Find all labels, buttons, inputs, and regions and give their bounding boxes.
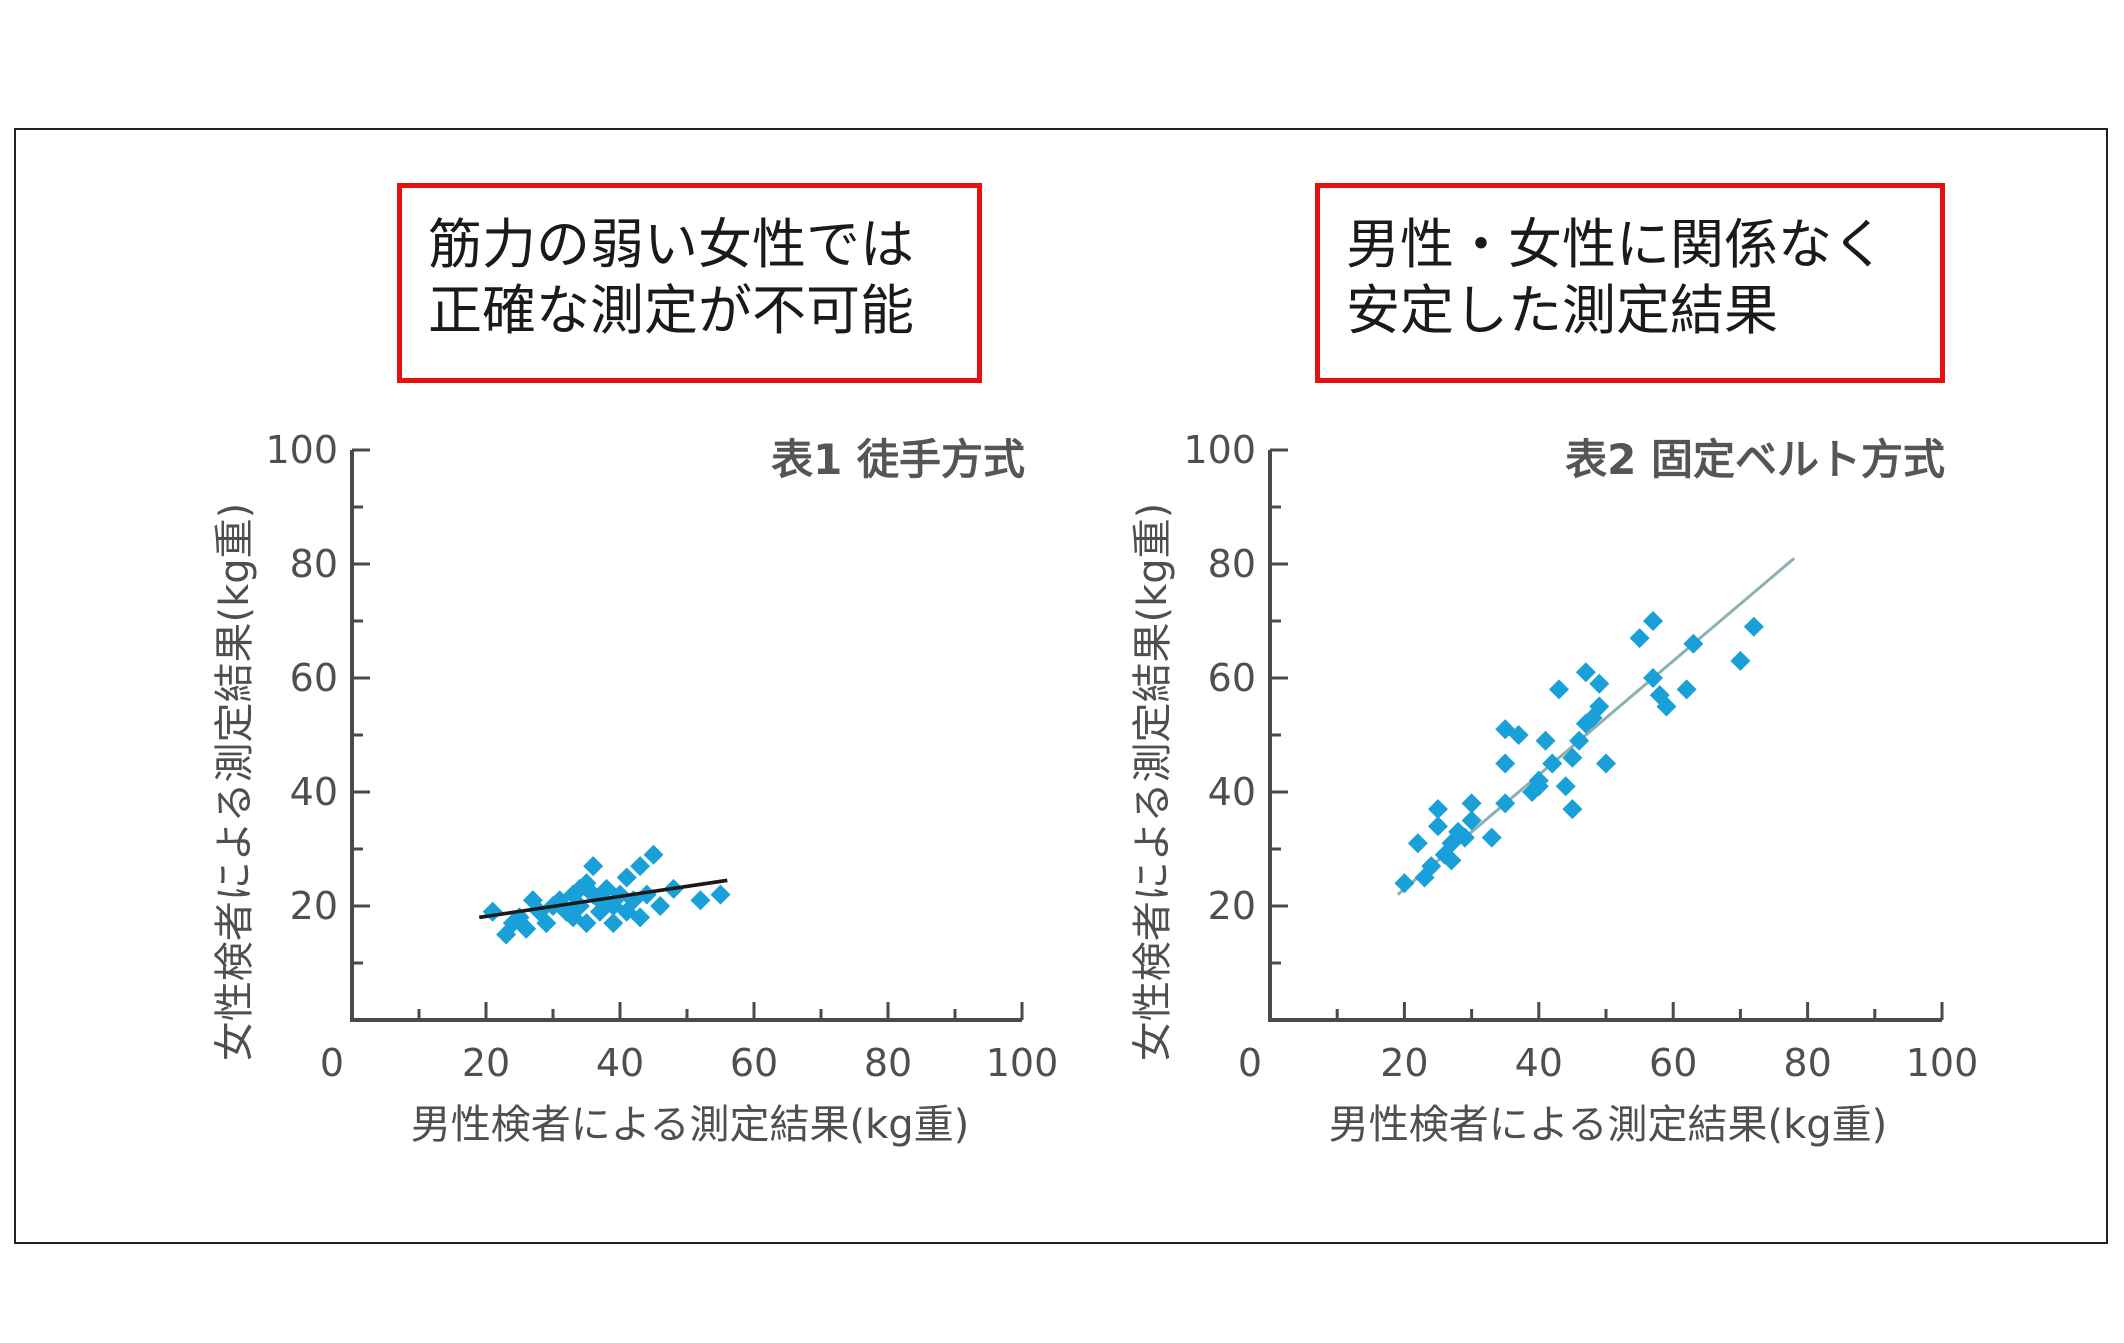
data-point <box>1589 696 1610 717</box>
data-point <box>1508 725 1529 745</box>
data-point <box>1441 850 1462 871</box>
data-point <box>1495 753 1516 774</box>
data-point <box>1596 753 1616 774</box>
data-point <box>643 844 664 865</box>
y-tick-label: 20 <box>1208 884 1256 928</box>
trend-line-overlay <box>479 878 728 920</box>
data-point <box>1569 730 1590 751</box>
data-point <box>1743 616 1764 637</box>
y-tick-label: 60 <box>1208 656 1256 700</box>
data-point <box>1461 793 1482 814</box>
x-axis-label: 男性検者による測定結果(kg重) <box>1329 1102 1888 1148</box>
x-tick-label: 40 <box>596 1041 644 1085</box>
y-tick-label: 20 <box>290 884 338 928</box>
y-tick-label: 60 <box>290 656 338 700</box>
data-point <box>1394 873 1415 894</box>
data-point <box>1656 696 1677 717</box>
x-axis-label: 男性検者による測定結果(kg重) <box>411 1102 970 1148</box>
x-tick-label: 100 <box>1906 1041 1979 1085</box>
data-point <box>1548 679 1569 700</box>
note-box-left: 筋力の弱い女性では 正確な測定が不可能 <box>397 183 982 383</box>
x-tick-label: 0 <box>1238 1041 1262 1085</box>
data-point <box>583 856 604 877</box>
note-left-line-1: 筋力の弱い女性では <box>428 213 914 276</box>
data-point <box>536 913 557 934</box>
y-tick-label: 80 <box>1208 542 1256 586</box>
note-right-line-2: 安定した測定結果 <box>1346 279 1778 342</box>
data-point <box>516 918 537 939</box>
y-tick-label: 80 <box>290 542 338 586</box>
note-right-line-1: 男性・女性に関係なく <box>1346 213 1886 276</box>
data-point <box>482 901 503 922</box>
data-point <box>1454 827 1475 848</box>
data-point <box>1535 730 1556 751</box>
data-point <box>1428 799 1448 820</box>
data-point <box>710 884 731 905</box>
data-point <box>1589 673 1610 694</box>
data-point <box>1676 679 1697 700</box>
note-left-line-2: 正確な測定が不可能 <box>428 279 914 342</box>
y-tick-label: 40 <box>1208 770 1256 814</box>
data-point <box>650 896 671 916</box>
x-tick-label: 20 <box>1380 1041 1428 1085</box>
data-point <box>1461 810 1482 831</box>
x-tick-label: 40 <box>1515 1041 1563 1085</box>
y-axis-label: 女性検者による測定結果(kg重) <box>212 503 258 1062</box>
x-tick-label: 0 <box>320 1041 344 1085</box>
data-point <box>1407 833 1428 854</box>
data-point <box>630 856 651 877</box>
data-point <box>1421 856 1442 877</box>
data-point <box>1730 650 1751 671</box>
data-point <box>636 884 657 905</box>
data-point <box>576 913 597 934</box>
chart-2: 0 20 40 60 80 100 20 40 60 80 100 表2 固定ベルト方式男性検者による… <box>1130 428 1978 1148</box>
data-point <box>1643 611 1664 631</box>
data-point <box>690 890 711 911</box>
data-point <box>1528 776 1549 797</box>
data-point <box>1629 628 1650 649</box>
x-tick-label: 20 <box>462 1041 510 1085</box>
y-tick-label: 100 <box>265 428 338 472</box>
x-tick-label: 100 <box>986 1041 1059 1085</box>
x-tick-label: 60 <box>1649 1041 1697 1085</box>
chart-1: 0 20 40 60 80 100 20 40 60 80 100 表1 徒手方式男性検者による測定結… <box>212 428 1058 1148</box>
data-point <box>1542 753 1563 774</box>
data-point <box>1555 776 1576 797</box>
data-point <box>1428 816 1448 837</box>
x-tick-label: 80 <box>864 1041 912 1085</box>
x-tick-label: 60 <box>730 1041 778 1085</box>
y-axis-label: 女性検者による測定結果(kg重) <box>1130 503 1176 1062</box>
data-point <box>1562 747 1583 768</box>
note-box-right: 男性・女性に関係なく 安定した測定結果 <box>1315 183 1945 383</box>
data-point <box>603 913 624 934</box>
data-point <box>630 907 651 928</box>
data-point <box>1683 633 1704 654</box>
data-point <box>1562 799 1583 820</box>
data-point <box>616 867 637 888</box>
data-point <box>1575 662 1596 683</box>
axis-lines <box>1268 450 1942 1022</box>
chart-title: 表2 固定ベルト方式 <box>1565 435 1945 484</box>
x-tick-label: 80 <box>1783 1041 1831 1085</box>
data-point <box>1495 793 1516 814</box>
axis-lines <box>350 450 1022 1022</box>
y-tick-label: 100 <box>1183 428 1256 472</box>
y-tick-label: 40 <box>290 770 338 814</box>
data-point <box>1643 668 1664 688</box>
data-point <box>1481 827 1502 848</box>
chart-title: 表1 徒手方式 <box>771 435 1025 484</box>
